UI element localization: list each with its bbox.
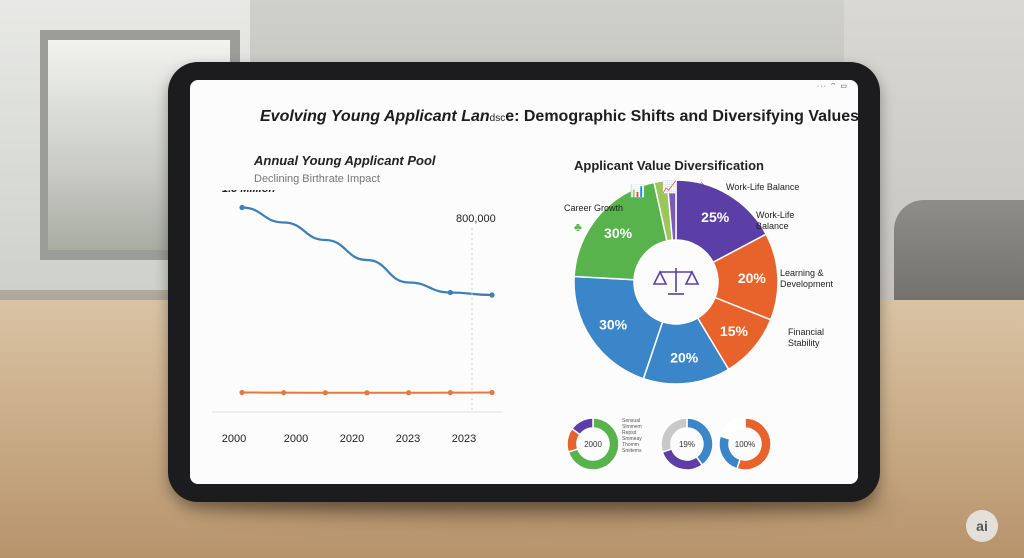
line-point-1-3	[364, 390, 370, 396]
mini3-slice-2	[719, 417, 746, 441]
mini1-slice-0	[567, 417, 620, 471]
line-chart-subtitle: Declining Birthrate Impact	[254, 173, 380, 185]
scale-icon	[652, 268, 700, 295]
value-pie-label-2: 15%	[720, 323, 749, 339]
status-bar: ··· ⌔ ▭	[816, 83, 848, 90]
title-glyph: dsc	[489, 113, 506, 124]
line-series-0	[241, 206, 493, 297]
label-work-life: Work-Life Balance	[756, 210, 795, 231]
mini-donut-2: 19%	[660, 417, 714, 471]
value-pie-slice-0	[675, 179, 768, 264]
mini2-center-label: 19%	[679, 440, 695, 449]
mini1-center-label: 2000	[584, 440, 602, 449]
pie-chart-title: Applicant Value Diversification	[574, 158, 764, 173]
annotation-start: 1.5 Million	[222, 190, 275, 195]
ai-badge: ai	[966, 510, 998, 542]
x-tick-2: 2020	[340, 433, 364, 445]
mini-donut-3: 100%	[718, 417, 772, 471]
value-pie-label-1: 20%	[738, 270, 767, 286]
label-career-growth: Career Growth	[564, 203, 624, 213]
line-point-1-6	[489, 389, 495, 396]
label-work-life-top-text: Work-Life Balance	[726, 182, 800, 192]
line-point-1-0	[239, 389, 245, 396]
tablet-screen: ··· ⌔ ▭ Evolving Young Applicant Landsce…	[190, 80, 858, 484]
mini3-slice-0	[736, 417, 772, 471]
tablet-device: ··· ⌔ ▭ Evolving Young Applicant Landsce…	[168, 62, 880, 502]
line-point-1-1	[281, 390, 287, 396]
mini-donut-1-legend: Sensual Slmmem Repsd Smmeay Thomm Smitem…	[622, 418, 642, 454]
page-title: Evolving Young Applicant Landsce: Demogr…	[260, 108, 858, 126]
line-point-1-5	[447, 390, 453, 396]
line-point-1-2	[322, 390, 328, 396]
people-icon: ⚇	[740, 260, 751, 274]
mini-donut-1: 2000	[566, 417, 620, 471]
mini1-slice-2	[570, 417, 594, 436]
scale-icon-left-pan	[652, 270, 668, 285]
scale-icon-right-pan	[684, 270, 700, 285]
label-financial: Financial Stability	[788, 327, 825, 348]
label-work-life-top: Work-Life Balance	[726, 182, 799, 193]
value-pie-label-5: 30%	[604, 225, 633, 241]
line-point-1-4	[406, 390, 412, 396]
line-point-0-6	[489, 292, 495, 298]
value-pie-chart: 25% 20% 15% 20% 30% 30%	[573, 179, 779, 385]
value-pie-label-4: 30%	[599, 317, 628, 333]
line-point-0-0	[239, 204, 245, 211]
value-pie-slice-4	[573, 275, 664, 380]
tree-icon: ♣	[574, 220, 582, 234]
line-chart-title: Annual Young Applicant Pool	[254, 153, 436, 168]
title-part-1: Evolving Young Applicant Lan	[260, 108, 490, 125]
title-part-2: e: Demographic Shifts and Diversifying V…	[505, 108, 858, 125]
x-tick-1: 2000	[284, 433, 308, 445]
x-tick-3: 2023	[396, 433, 420, 445]
annotation-end: 800,000	[456, 213, 496, 225]
value-pie-label-0: 25%	[701, 209, 730, 225]
mini3-center-label: 100%	[735, 440, 755, 449]
mini2-slice-2	[660, 417, 688, 453]
value-pie-slice-5	[573, 181, 668, 281]
mini2-slice-1	[661, 447, 704, 471]
value-pie-label-3: 20%	[670, 350, 699, 366]
line-point-0-5	[447, 289, 453, 296]
x-tick-0: 2000	[222, 433, 246, 445]
label-learning: Learning & Development	[780, 268, 834, 289]
x-tick-4: 2023	[452, 433, 476, 445]
home-icon: ⌂	[698, 178, 706, 192]
chart-icon: 📊	[630, 184, 645, 198]
value-pie-slice-7	[666, 179, 677, 241]
line-chart: 1.5 Million 800,000 2000 2000 2020 2023 2023	[212, 190, 502, 445]
growth-icon: 📈	[662, 180, 677, 194]
